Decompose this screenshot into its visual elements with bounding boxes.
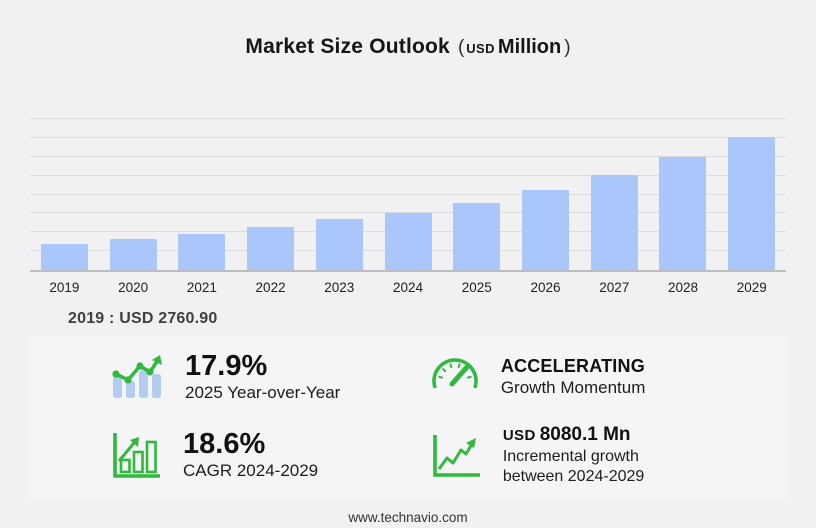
gridline-16000 — [30, 118, 786, 119]
x-label-2029: 2029 — [736, 280, 767, 295]
base-year-value: 2019 : USD 2760.90 — [68, 310, 218, 327]
line-growth-arrow-icon — [429, 430, 483, 480]
stats-panel: 17.9% 2025 Year-over-Year — [29, 336, 787, 500]
x-axis-labels: 2019 2020 2021 2022 2023 2024 2025 2026 2027 2028… — [30, 280, 786, 295]
bar-growth-outline-icon — [109, 430, 163, 480]
bar-slot-2025 — [442, 119, 511, 270]
bar-2028 — [659, 156, 707, 270]
yoy-label: 2025 Year-over-Year — [185, 382, 341, 402]
bar-2026 — [522, 190, 569, 270]
gridline-12000 — [30, 155, 786, 157]
x-label-2027: 2027 — [599, 280, 630, 295]
bar-chart-trend-icon — [109, 351, 165, 401]
bar-2021 — [178, 233, 226, 270]
bar-slot-2021 — [167, 119, 236, 270]
bar-slot-2026 — [511, 119, 580, 270]
title-paren-close: ) — [564, 37, 571, 58]
stat-yoy: 17.9% 2025 Year-over-Year — [29, 350, 393, 403]
momentum-value: ACCELERATING — [500, 355, 645, 376]
gridline-14000 — [30, 136, 786, 138]
x-label-2024: 2024 — [393, 280, 424, 295]
stat-momentum: ACCELERATING Growth Momentum — [393, 350, 787, 403]
x-label-2026: 2026 — [530, 280, 561, 295]
yoy-value: 17.9% — [185, 349, 268, 382]
bar-slot-2024 — [374, 119, 443, 270]
stat-incremental: USD 8080.1 Mn Incremental growth between … — [393, 423, 787, 487]
bar-2022 — [247, 227, 295, 270]
bar-2027 — [590, 174, 638, 270]
title-paren-open: ( — [457, 37, 465, 58]
bar-slot-2019 — [30, 119, 99, 270]
gridline-6000 — [30, 212, 786, 214]
bar-series — [30, 119, 786, 270]
cagr-value: 18.6% — [183, 428, 266, 460]
x-label-2025: 2025 — [461, 280, 492, 295]
bar-2024 — [384, 213, 432, 270]
cagr-label: CAGR 2024-2029 — [183, 461, 319, 480]
bar-2023 — [315, 219, 363, 270]
incremental-amount: 8080.1 Mn — [539, 423, 631, 445]
gridline-8000 — [30, 193, 786, 195]
title-currency: USD — [466, 41, 495, 56]
speedometer-icon — [429, 353, 481, 399]
x-label-2028: 2028 — [667, 280, 698, 295]
bar-slot-2028 — [649, 119, 718, 270]
stat-cagr: 18.6% CAGR 2024-2029 — [29, 423, 393, 487]
bar-slot-2022 — [236, 119, 305, 270]
bar-2020 — [109, 238, 157, 270]
momentum-label: Growth Momentum — [500, 377, 646, 397]
incremental-label: Incremental growth between 2024-2029 — [502, 447, 645, 485]
plot-area — [30, 118, 786, 272]
title-unit-word: Million — [497, 36, 562, 58]
bar-2019 — [40, 243, 88, 270]
x-label-2022: 2022 — [255, 280, 286, 295]
x-label-2023: 2023 — [324, 280, 355, 295]
title-text: Market Size Outlook — [245, 35, 450, 58]
bar-2025 — [453, 203, 501, 270]
bar-slot-2020 — [99, 119, 168, 270]
x-label-2019: 2019 — [49, 280, 80, 295]
bar-slot-2029 — [717, 119, 786, 270]
x-label-2021: 2021 — [186, 280, 217, 295]
chart-title: Market Size Outlook (USD Million) — [0, 0, 816, 62]
title-unit: (USD Million) — [457, 36, 571, 58]
bar-2029 — [728, 137, 776, 270]
incremental-value: USD 8080.1 Mn — [503, 423, 681, 447]
gridline-10000 — [30, 174, 786, 176]
x-label-2020: 2020 — [118, 280, 149, 295]
website-text: www.technavio.com — [348, 510, 468, 525]
bar-slot-2027 — [580, 119, 649, 270]
bar-slot-2023 — [305, 119, 374, 270]
bar-chart: 2019 2020 2021 2022 2023 2024 2025 2026 2027 2028… — [30, 118, 786, 295]
incremental-currency: USD — [502, 426, 536, 444]
